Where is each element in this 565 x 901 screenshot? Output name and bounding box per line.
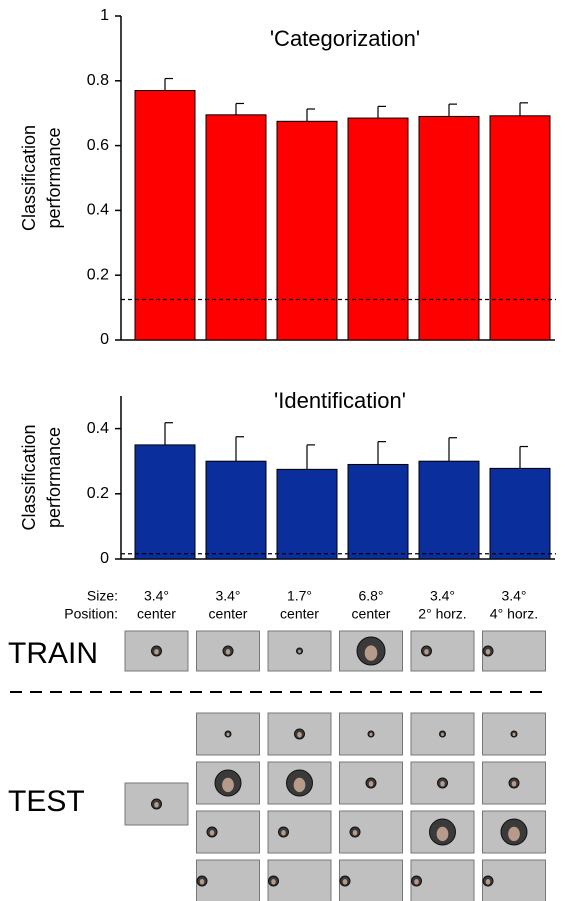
- face-center: [154, 802, 159, 808]
- face-center: [370, 733, 373, 736]
- bar: [419, 461, 479, 559]
- size-value: 3.4°: [430, 588, 455, 604]
- face-center: [271, 879, 276, 885]
- y-tick-label: 0.4: [87, 202, 109, 219]
- face-center: [508, 827, 520, 841]
- face-center: [294, 778, 306, 792]
- y-tick-label: 0.2: [87, 266, 109, 283]
- stimulus-box: [411, 631, 474, 671]
- size-value: 1.7°: [287, 588, 312, 604]
- y-tick-label: 0.6: [87, 137, 109, 154]
- bar: [277, 469, 337, 559]
- bar: [135, 91, 195, 340]
- face-center: [424, 649, 429, 655]
- y-tick-label: 0.2: [87, 485, 109, 502]
- y-tick-label: 0.8: [87, 72, 109, 89]
- face-center: [441, 733, 444, 736]
- face-center: [154, 649, 159, 655]
- bar: [277, 121, 337, 340]
- y-tick-label: 0: [100, 550, 109, 567]
- y-axis-label: performance: [44, 127, 64, 228]
- position-value: 4° horz.: [490, 606, 538, 622]
- y-axis-label: Classification: [19, 125, 39, 231]
- face-center: [353, 830, 358, 836]
- train-label: TRAIN: [8, 637, 98, 670]
- size-value: 3.4°: [215, 588, 240, 604]
- face-center: [298, 650, 301, 653]
- bar: [419, 116, 479, 340]
- position-value: center: [209, 606, 248, 622]
- size-label: Size:: [87, 588, 118, 604]
- stimulus-box: [340, 811, 403, 853]
- bar: [490, 116, 550, 340]
- bar: [206, 461, 266, 559]
- face-center: [200, 879, 205, 885]
- y-tick-label: 0: [100, 331, 109, 348]
- face-center: [414, 879, 419, 885]
- chart-title: 'Categorization': [270, 26, 420, 51]
- position-value: 2° horz.: [418, 606, 466, 622]
- y-tick-label: 0.4: [87, 420, 109, 437]
- face-center: [227, 733, 230, 736]
- figure: TRAIN TEST Size: Position: 'Categorizati…: [0, 0, 565, 901]
- test-label: TEST: [8, 785, 85, 818]
- face-center: [281, 830, 286, 836]
- y-axis-label: performance: [44, 427, 64, 528]
- face-center: [222, 778, 234, 792]
- face-center: [210, 830, 215, 836]
- face-center: [440, 781, 445, 787]
- face-center: [226, 649, 231, 655]
- y-axis-label: Classification: [19, 424, 39, 530]
- face-center: [513, 733, 516, 736]
- size-value: 6.8°: [358, 588, 383, 604]
- y-tick-label: 1: [100, 7, 109, 24]
- stimulus-box: [268, 811, 331, 853]
- size-value: 3.4°: [501, 588, 526, 604]
- face-center: [512, 781, 517, 787]
- face-center: [369, 781, 374, 787]
- position-value: center: [137, 606, 176, 622]
- position-value: center: [352, 606, 391, 622]
- face-center: [343, 879, 348, 885]
- face-center: [365, 645, 378, 660]
- bar: [348, 464, 408, 559]
- bar: [135, 445, 195, 559]
- stimulus-box: [197, 811, 260, 853]
- chart-title: 'Identification': [274, 388, 406, 413]
- position-label: Position:: [64, 606, 118, 622]
- position-value: center: [280, 606, 319, 622]
- face-center: [486, 879, 491, 885]
- face-center: [486, 649, 491, 655]
- face-center: [297, 732, 302, 738]
- size-value: 3.4°: [144, 588, 169, 604]
- face-center: [437, 827, 449, 841]
- bar: [490, 468, 550, 559]
- bar: [206, 115, 266, 340]
- bar: [348, 118, 408, 340]
